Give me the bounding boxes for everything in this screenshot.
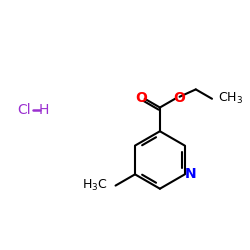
Text: CH$_3$: CH$_3$ bbox=[218, 91, 243, 106]
Text: H: H bbox=[39, 103, 50, 117]
Text: O: O bbox=[135, 91, 147, 105]
Text: N: N bbox=[184, 167, 196, 181]
Text: H$_3$C: H$_3$C bbox=[82, 178, 108, 193]
Text: O: O bbox=[173, 91, 185, 105]
Text: Cl: Cl bbox=[17, 103, 30, 117]
